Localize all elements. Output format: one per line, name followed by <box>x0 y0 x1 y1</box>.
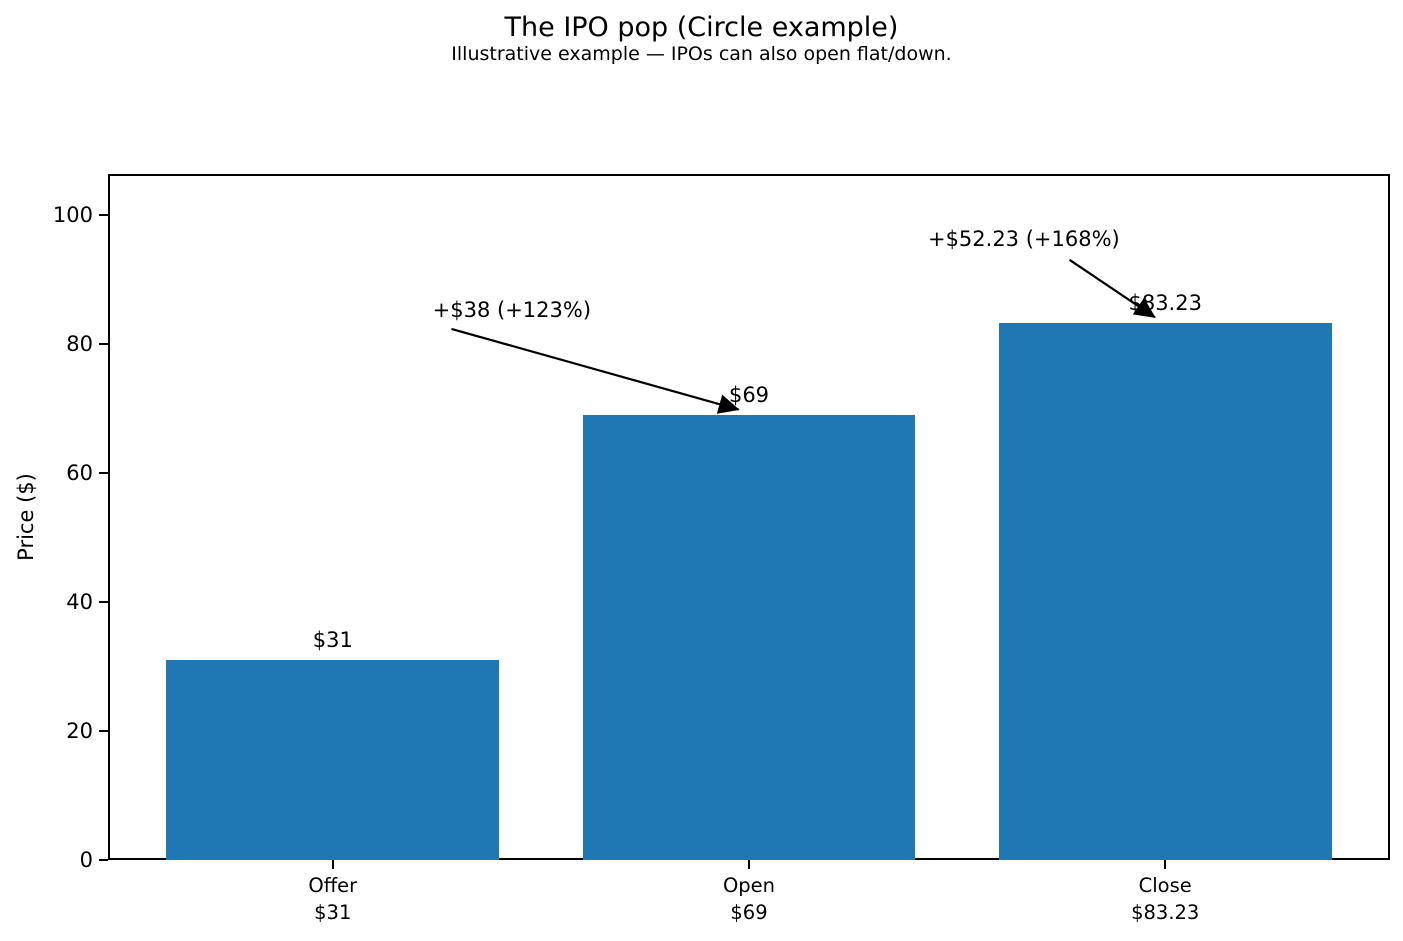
x-tick-mark <box>1164 860 1167 869</box>
y-tick-label: 100 <box>52 202 93 227</box>
bar-offer <box>166 659 500 860</box>
annotation-arrow <box>451 327 740 414</box>
bar-value-label: $69 <box>728 382 770 407</box>
y-tick-mark <box>99 471 108 474</box>
y-tick-mark <box>99 213 108 216</box>
y-tick-mark <box>99 342 108 345</box>
bar-value-label: $31 <box>312 627 353 652</box>
y-tick-label: 60 <box>66 460 93 485</box>
bar-value-label: $83.23 <box>1128 290 1202 315</box>
y-tick-mark <box>99 859 108 861</box>
y-tick-label: 80 <box>66 331 93 356</box>
bar-close <box>998 322 1332 860</box>
annotation-text: +$52.23 (+168%) <box>927 227 1120 252</box>
y-tick-label: 40 <box>66 589 93 614</box>
plot-area: 0 20 40 60 80 100 $31 Offer $31 $69 Open $69 $83.2… <box>53 174 1390 924</box>
chart-title: The IPO pop (Circle example) <box>504 12 899 43</box>
x-tick-label: Open $69 <box>722 874 776 924</box>
chart-subtitle: Illustrative example — IPOs can also ope… <box>451 43 952 65</box>
annotation-text: +$38 (+123%) <box>432 298 592 323</box>
y-axis-label: Price ($) <box>14 473 38 561</box>
x-tick-label: Offer $31 <box>308 874 358 924</box>
bar-open <box>582 414 916 860</box>
x-tick-mark <box>331 860 334 869</box>
y-tick-label: 0 <box>79 848 93 872</box>
y-tick-mark <box>99 729 108 732</box>
x-tick-mark <box>748 860 750 869</box>
y-tick-label: 20 <box>66 718 93 743</box>
y-tick-mark <box>99 600 108 603</box>
x-tick-label: Close $83.23 <box>1131 874 1200 924</box>
